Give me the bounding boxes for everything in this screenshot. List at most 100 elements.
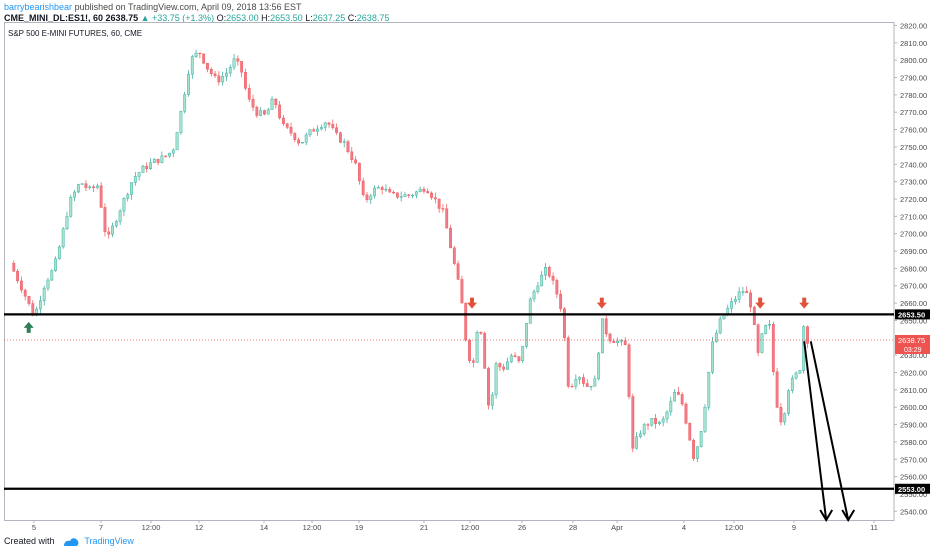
projection-arrow <box>803 341 828 521</box>
chart-frame[interactable]: S&P 500 E-MINI FUTURES, 60, CME 2820.00 28… <box>4 22 930 532</box>
plot-border <box>4 22 895 521</box>
x-tick-label: 21 <box>420 523 428 532</box>
candle-body <box>665 411 669 420</box>
candle-body <box>69 197 73 217</box>
candle-body <box>764 325 768 334</box>
candle-body <box>247 88 251 100</box>
y-tick-label: 2720.00 <box>900 195 927 204</box>
candle-body <box>623 340 627 346</box>
candle-body <box>357 162 361 182</box>
candle-body <box>513 355 517 357</box>
candle-body <box>392 191 395 194</box>
candle-body <box>483 333 487 369</box>
y-tick-label: 2600.00 <box>900 403 927 412</box>
down-arrow-marker <box>799 297 810 309</box>
candle-body <box>179 111 183 133</box>
candle-body <box>327 122 331 125</box>
countdown-label: 03:29 <box>904 347 922 354</box>
candle-body <box>111 225 114 235</box>
candle-body <box>502 366 506 370</box>
candle-body <box>490 394 494 406</box>
y-tick-label: 2660.00 <box>900 299 927 308</box>
candle-body <box>88 186 92 188</box>
candle-body <box>487 368 490 406</box>
candle-body <box>722 315 726 320</box>
candle-body <box>707 371 711 408</box>
candle-body <box>620 340 623 342</box>
candle-body <box>771 324 775 372</box>
candle-body <box>380 187 384 190</box>
candle-body <box>422 188 426 192</box>
candle-body <box>760 333 764 353</box>
y-tick-label: 2620.00 <box>900 369 927 378</box>
candle-body <box>19 280 23 291</box>
y-tick-label: 2570.00 <box>900 455 927 464</box>
candle-body <box>320 127 323 130</box>
candle-body <box>430 192 433 198</box>
tradingview-brand[interactable]: TradingView <box>84 536 134 546</box>
y-tick-label: 2540.00 <box>900 507 927 516</box>
candle-body <box>509 355 513 363</box>
candle-body <box>494 363 498 396</box>
candle-body <box>335 127 338 133</box>
candle-body <box>23 289 27 297</box>
candle-body <box>741 291 745 293</box>
candle-body <box>597 352 601 380</box>
candle-body <box>103 207 107 233</box>
candle-body <box>187 73 190 95</box>
candle-body <box>642 424 646 435</box>
candle-body <box>585 383 589 387</box>
down-arrow-marker <box>467 297 477 309</box>
candle-body <box>304 134 308 143</box>
candle-body <box>794 372 798 379</box>
candle-body <box>202 53 206 64</box>
candle-body <box>171 149 175 154</box>
y-tick-label: 2650.00 <box>900 316 927 325</box>
x-tick-label: 26 <box>518 523 526 532</box>
y-tick-label: 2550.00 <box>900 490 927 499</box>
candle-body <box>95 185 99 188</box>
candle-body <box>323 122 327 128</box>
candle-body <box>589 385 593 388</box>
projection-arrow-head <box>819 509 834 522</box>
candle-body <box>456 263 460 280</box>
candle-body <box>437 198 441 209</box>
candle-body <box>145 165 149 169</box>
candle-body <box>544 267 547 276</box>
price-chart[interactable]: S&P 500 E-MINI FUTURES, 60, CME 2820.00 28… <box>4 22 930 532</box>
candle-body <box>612 340 616 343</box>
candle-body <box>395 192 399 198</box>
y-tick-label: 2590.00 <box>900 421 927 430</box>
candle-body <box>699 431 703 447</box>
down-arrow-marker <box>596 297 607 309</box>
candle-body <box>232 58 236 68</box>
candle-body <box>388 188 392 193</box>
candle-body <box>285 123 289 128</box>
x-tick-label: 11 <box>870 523 878 532</box>
candle-body <box>175 132 179 151</box>
x-tick-label: 12 <box>195 523 203 532</box>
candle-body <box>168 152 171 157</box>
y-tick-label: 2750.00 <box>900 143 927 152</box>
down-arrow-marker <box>755 297 766 309</box>
created-with-text: Created with <box>4 536 55 546</box>
candle-body <box>426 191 430 194</box>
x-tick-label: 9 <box>792 523 796 532</box>
candle-body <box>228 67 232 74</box>
x-tick-label: 5 <box>32 523 36 532</box>
candle-body <box>547 267 551 277</box>
close-value: 2638.75 <box>356 13 390 23</box>
candle-body <box>403 194 407 197</box>
candle-body <box>532 291 536 300</box>
candle-body <box>680 394 684 405</box>
candle-body <box>342 141 346 143</box>
candle-body <box>84 183 88 188</box>
candle-body <box>574 379 578 387</box>
candle-body <box>156 158 160 163</box>
candle-body <box>414 191 418 196</box>
candle-body <box>601 318 604 354</box>
last-price-tag <box>895 334 930 354</box>
candle-body <box>688 423 692 441</box>
candle-body <box>517 356 521 361</box>
author-link[interactable]: barrybearishbear <box>4 2 73 12</box>
